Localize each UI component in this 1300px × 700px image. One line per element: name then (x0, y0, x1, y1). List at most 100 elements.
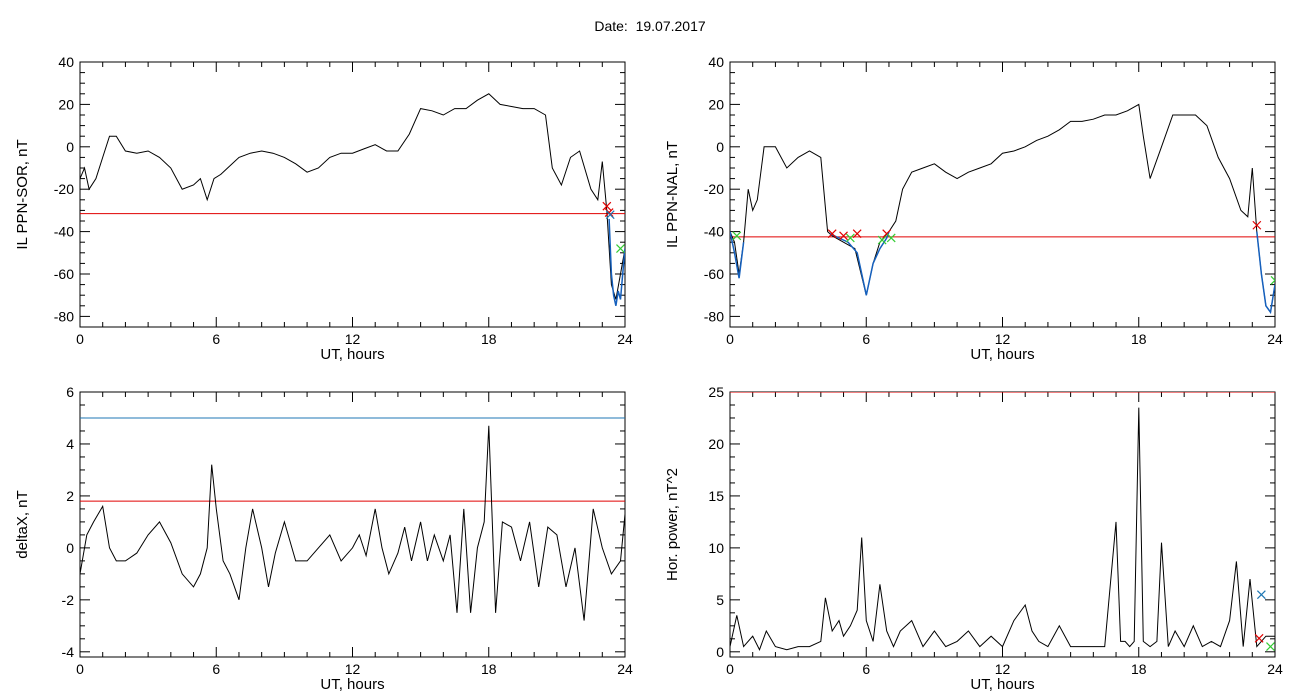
x-marker-stroke (605, 210, 615, 220)
y-tick-label: 40 (58, 54, 74, 70)
x-axis-label: UT, hours (970, 676, 1034, 693)
x-tick-label: 12 (345, 331, 361, 347)
series-line (80, 425, 625, 621)
x-marker (605, 210, 615, 220)
y-tick-label: -2 (62, 592, 75, 608)
x-tick-label: 0 (726, 331, 734, 347)
x-tick-label: 0 (76, 331, 84, 347)
x-marker-stroke (616, 244, 625, 253)
x-tick-label: 24 (1267, 661, 1283, 677)
plot-data (730, 103, 1275, 315)
x-marker-stroke (882, 229, 892, 239)
y-tick-label: 20 (58, 96, 74, 112)
x-marker (827, 229, 837, 239)
x-marker (839, 231, 848, 241)
y-tick-label: 0 (716, 139, 724, 155)
x-tick-label: 18 (481, 331, 497, 347)
x-marker (886, 233, 896, 243)
x-marker (1256, 590, 1266, 600)
y-tick-label: 4 (66, 436, 74, 452)
x-marker-stroke (1270, 279, 1275, 285)
y-tick-label: 0 (66, 540, 74, 556)
plot-frame (729, 61, 1276, 328)
y-tick-label: -20 (54, 181, 74, 197)
highlight-segment (1256, 231, 1275, 315)
plot-data (80, 93, 625, 306)
x-tick-label: 12 (995, 661, 1011, 677)
date-value: 19.07.2017 (635, 18, 706, 34)
x-tick-label: 12 (345, 661, 361, 677)
highlight-segment (829, 231, 890, 296)
x-tick-label: 18 (1131, 661, 1147, 677)
plot-data (730, 392, 1275, 652)
x-tick-label: 24 (617, 331, 633, 347)
x-marker (616, 244, 625, 253)
x-marker-stroke (886, 233, 896, 243)
y-tick-label: -40 (704, 224, 724, 240)
y-tick-label: 15 (708, 488, 724, 504)
x-marker (1254, 633, 1264, 643)
x-marker (877, 235, 887, 245)
x-marker-stroke (1266, 642, 1275, 652)
x-tick-label: 6 (212, 661, 220, 677)
y-tick-label: 0 (66, 139, 74, 155)
x-marker-stroke (1270, 275, 1275, 282)
y-tick-label: 20 (708, 96, 724, 112)
y-axis-label: Hor. power, nT^2 (664, 468, 681, 581)
x-tick-label: 6 (862, 331, 870, 347)
x-marker (1252, 220, 1262, 230)
x-marker (845, 233, 855, 243)
date-label: Date: (594, 18, 628, 34)
x-tick-label: 18 (1131, 331, 1147, 347)
y-axis-label: deltaX, nT (14, 490, 31, 558)
y-axis-label: IL PPN-SOR, nT (14, 139, 31, 249)
y-axis-label: IL PPN-NAL, nT (664, 141, 681, 248)
x-marker-stroke (852, 229, 862, 239)
plot-frame (79, 391, 626, 658)
y-tick-label: -40 (54, 224, 74, 240)
y-tick-label: 0 (716, 644, 724, 660)
y-tick-label: 5 (716, 592, 724, 608)
series-line (730, 103, 1275, 314)
y-tick-label: -80 (704, 308, 724, 324)
x-tick-label: 12 (995, 331, 1011, 347)
highlight-segment (608, 218, 625, 306)
x-marker-stroke (845, 233, 855, 243)
x-marker (1266, 642, 1275, 652)
y-tick-label: -80 (54, 308, 74, 324)
x-axis-label: UT, hours (320, 346, 384, 363)
x-marker-stroke (839, 231, 848, 241)
panel-4: 0 6 12 18 24 0 5 10 15 20 25 UT, hours Hor. power, n… (664, 384, 1283, 693)
x-tick-label: 0 (76, 661, 84, 677)
highlight-segment (730, 231, 745, 279)
x-marker-stroke (1254, 633, 1264, 643)
plot-data (80, 417, 625, 621)
y-tick-label: 10 (708, 540, 724, 556)
y-tick-label: -60 (704, 266, 724, 282)
x-marker (602, 201, 612, 211)
plot-frame (79, 61, 626, 328)
y-tick-label: 20 (708, 436, 724, 452)
x-marker-stroke (732, 231, 742, 241)
x-marker (1270, 275, 1275, 285)
x-marker (852, 229, 862, 239)
y-tick-label: 25 (708, 384, 724, 400)
x-marker-stroke (1252, 220, 1262, 230)
figure-date-title: Date: 19.07.2017 (0, 18, 1300, 34)
x-axis-label: UT, hours (970, 346, 1034, 363)
y-tick-label: 2 (66, 488, 74, 504)
x-tick-label: 24 (1267, 331, 1283, 347)
y-tick-label: 6 (66, 384, 74, 400)
x-marker-stroke (602, 201, 612, 211)
x-marker-stroke (604, 208, 614, 217)
x-tick-label: 6 (212, 331, 220, 347)
x-tick-label: 6 (862, 661, 870, 677)
x-marker-stroke (877, 235, 887, 245)
y-tick-label: -60 (54, 266, 74, 282)
series-line (80, 93, 625, 300)
x-axis-label: UT, hours (320, 676, 384, 693)
panel-1: 0 6 12 18 24 -80 -60 -40 -20 0 20 40 UT, hours IL PPN… (14, 54, 633, 363)
x-marker (732, 231, 742, 241)
